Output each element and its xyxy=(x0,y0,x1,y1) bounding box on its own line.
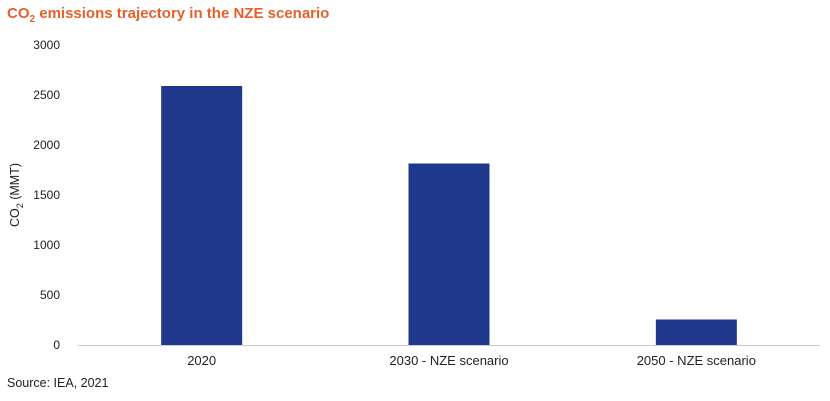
y-tick-label: 500 xyxy=(40,288,60,302)
x-axis-tick-labels: 2020 2030 - NZE scenario 2050 - NZE scenar… xyxy=(187,353,756,368)
y-tick-label: 0 xyxy=(53,338,60,352)
bar xyxy=(408,163,490,345)
y-tick-label: 2000 xyxy=(33,138,60,152)
y-tick-label: 1500 xyxy=(33,188,60,202)
x-tick-label: 2050 - NZE scenario xyxy=(637,353,756,368)
y-axis-label: CO2 (MMT) xyxy=(8,163,25,227)
source-note: Source: IEA, 2021 xyxy=(7,376,109,390)
y-axis-ticks: 0 500 1000 1500 2000 2500 3000 xyxy=(33,38,60,352)
y-tick-label: 3000 xyxy=(33,38,60,52)
bar xyxy=(655,319,737,345)
bar xyxy=(161,86,243,345)
x-tick-label: 2030 - NZE scenario xyxy=(389,353,508,368)
y-tick-label: 1000 xyxy=(33,238,60,252)
bars xyxy=(161,86,737,345)
x-tick-label: 2020 xyxy=(187,353,216,368)
y-tick-label: 2500 xyxy=(33,88,60,102)
chart-title: CO2 emissions trajectory in the NZE scen… xyxy=(7,5,330,25)
